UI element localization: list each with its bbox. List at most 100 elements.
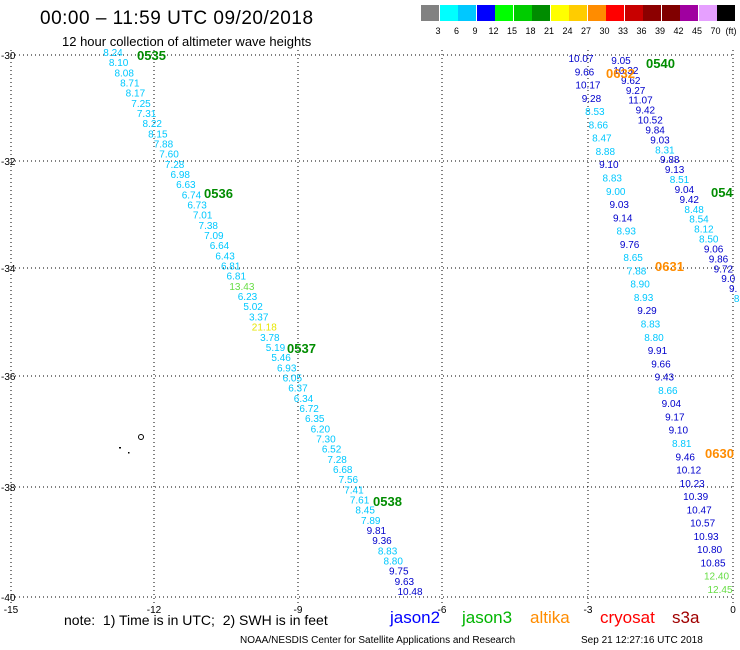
- colorbar-swatch: [643, 5, 661, 21]
- wave-height-value: 8.48: [684, 205, 704, 216]
- wave-height-value: 8.88: [596, 147, 616, 158]
- track-jason3: 8.248.108.088.718.177.257.318.228.157.88…: [103, 48, 423, 598]
- legend-item-altika: altika: [530, 608, 570, 627]
- wave-height-value: 6.05: [283, 373, 303, 384]
- time-label: 0540: [646, 56, 675, 71]
- colorbar-swatch: [569, 5, 587, 21]
- wave-height-value: 9.86: [709, 254, 729, 265]
- wave-height-value: 11.07: [628, 96, 653, 107]
- wave-height-value: 9.43: [655, 373, 675, 384]
- wave-height-value: 6.98: [171, 170, 191, 181]
- wave-height-value: 8.65: [623, 253, 643, 264]
- wave-height-value: 8.47: [592, 134, 612, 145]
- y-tick-label: -40: [1, 593, 16, 604]
- wave-height-value: 7.38: [199, 221, 219, 232]
- wave-height-value: 8.10: [109, 58, 129, 69]
- time-label: 0632: [606, 66, 635, 81]
- wave-height-value: 8.53: [585, 107, 605, 118]
- wave-height-value: 3.37: [249, 312, 269, 323]
- colorbar-swatch: [606, 5, 624, 21]
- wave-height-value: 7.28: [165, 160, 185, 171]
- wave-height-value: 6.64: [210, 241, 230, 252]
- wave-height-value: 8.08: [114, 68, 134, 79]
- legend-item-s3a: s3a: [672, 608, 700, 627]
- wave-height-value: 7.88: [154, 140, 174, 151]
- wave-height-value: 9.14: [613, 213, 633, 224]
- wave-height-value: 8.: [734, 294, 740, 305]
- wave-height-value: 6.68: [333, 465, 353, 476]
- legend-item-cryosat: cryosat: [600, 608, 655, 627]
- colorbar-tick-label: 36: [636, 26, 647, 36]
- wave-height-value: 7.31: [137, 109, 157, 120]
- wave-height-value: 10.85: [701, 558, 726, 569]
- wave-height-value: 9.42: [636, 106, 656, 117]
- legend-item-jason2: jason2: [390, 608, 441, 627]
- colorbar-swatch: [476, 5, 495, 21]
- wave-height-value: 8.17: [126, 89, 146, 100]
- wave-height-value: 9.00: [606, 187, 626, 198]
- wave-height-value: 6.34: [294, 394, 314, 405]
- track-jason3: 9.0510.329.629.2711.079.4210.529.849.038…: [611, 56, 740, 305]
- wave-height-value: 8.50: [699, 235, 719, 246]
- colorbar-swatch: [421, 5, 439, 21]
- wave-height-value: 8.83: [378, 546, 398, 557]
- wave-height-value: 7.30: [316, 434, 336, 445]
- colorbar-swatch: [550, 5, 569, 21]
- wave-height-value: 9.42: [680, 195, 700, 206]
- time-label: 0631: [655, 259, 684, 274]
- wave-height-value: 5.19: [266, 343, 286, 354]
- credit-text: NOAA/NESDIS Center for Satellite Applica…: [240, 635, 516, 646]
- colorbar-swatch: [717, 5, 735, 21]
- wave-height-value: 9.28: [582, 94, 602, 105]
- time-label: 054: [711, 185, 733, 200]
- wave-height-value: 9.0: [721, 274, 735, 285]
- wave-height-value: 8.80: [383, 556, 403, 567]
- wave-height-value: 8.31: [655, 145, 675, 156]
- wave-height-value: 9.63: [395, 577, 415, 588]
- wave-height-value: 8.24: [103, 48, 123, 59]
- wave-height-value: 6.81: [227, 272, 247, 283]
- wave-height-value: 9.: [729, 284, 737, 295]
- wave-height-value: 9.29: [637, 306, 657, 317]
- y-tick-label: -36: [1, 372, 16, 383]
- wave-height-value: 3.78: [260, 333, 280, 344]
- y-tick-label: -34: [1, 264, 16, 275]
- page-title: 00:00 – 11:59 UTC 09/20/2018: [40, 8, 314, 29]
- wave-height-value: 6.43: [215, 251, 235, 262]
- wave-height-value: 10.57: [690, 519, 715, 530]
- colorbar-tick-label: 30: [599, 26, 610, 36]
- wave-height-value: 6.52: [322, 445, 342, 456]
- time-label: 0630: [705, 446, 734, 461]
- wave-height-value: 8.80: [644, 333, 664, 344]
- wave-height-value: 9.04: [675, 185, 695, 196]
- wave-height-value: 8.66: [658, 386, 678, 397]
- colorbar-swatch: [698, 5, 717, 21]
- footer-note: note: 1) Time is in UTC; 2) SWH is in fe…: [64, 612, 328, 628]
- wave-height-value: 8.22: [142, 119, 162, 130]
- satellite-tracks: 8.248.108.088.718.177.257.318.228.157.88…: [103, 48, 740, 598]
- wave-height-value: 9.10: [669, 426, 689, 437]
- wave-height-value: 8.83: [641, 320, 661, 331]
- generation-timestamp: Sep 21 12:27:16 UTC 2018: [581, 635, 703, 646]
- colorbar-swatch: [532, 5, 550, 21]
- x-tick-label: -9: [294, 605, 303, 616]
- y-tick-label: -38: [1, 483, 16, 494]
- colorbar-tick-label: 18: [525, 26, 536, 36]
- wave-height-value: 12.45: [707, 585, 732, 596]
- wave-height-value: 8.51: [670, 175, 690, 186]
- wave-height-value: 9.03: [650, 135, 670, 146]
- wave-height-value: 6.63: [176, 180, 196, 191]
- axis-tick-labels: -15 -12 -9 -6 -3 0-30-32-34-36-38-40: [1, 51, 736, 616]
- x-tick-label: -12: [147, 605, 162, 616]
- legend-item-jason3: jason3: [462, 608, 513, 627]
- wave-height-value: 8.71: [120, 79, 140, 90]
- wave-height-value: 7.61: [350, 495, 370, 506]
- wave-height-value: 9.76: [620, 240, 640, 251]
- colorbar-tick-label: 70: [710, 26, 721, 36]
- wave-height-value: 9.06: [704, 244, 724, 255]
- colorbar-tick-label: 27: [580, 26, 591, 36]
- colorbar-unit: (ft): [725, 26, 737, 36]
- wave-height-value: 9.03: [609, 200, 629, 211]
- wave-height-value: 10.17: [575, 81, 600, 92]
